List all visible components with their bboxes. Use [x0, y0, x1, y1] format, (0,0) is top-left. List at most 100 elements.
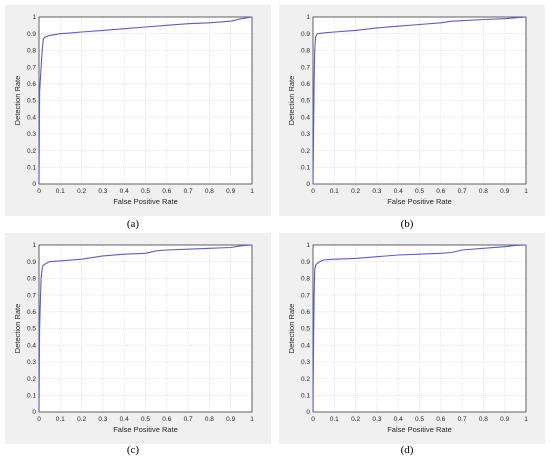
- y-tick-label: 0.5: [27, 98, 36, 105]
- y-tick-label: 1: [306, 14, 310, 21]
- x-tick-label: 0.7: [458, 188, 467, 195]
- y-tick-label: 0.2: [301, 148, 310, 155]
- y-tick-label: 0.8: [27, 48, 36, 55]
- x-tick-label: 0.5: [415, 188, 424, 195]
- x-tick-label: 0.6: [436, 416, 445, 423]
- x-tick-label: 0: [311, 416, 315, 423]
- y-tick-label: 0: [306, 409, 310, 416]
- y-tick-label: 0.8: [301, 276, 310, 283]
- x-tick-label: 0: [37, 416, 41, 423]
- x-tick-label: 0.7: [184, 188, 193, 195]
- y-tick-label: 0.4: [301, 114, 310, 121]
- y-tick-label: 0.4: [27, 114, 36, 121]
- x-axis-label: False Positive Rate: [387, 425, 452, 434]
- x-axis-label: False Positive Rate: [113, 425, 178, 434]
- y-tick-label: 0.4: [301, 342, 310, 349]
- y-tick-label: 0.7: [301, 292, 310, 299]
- y-tick-label: 0.2: [301, 376, 310, 383]
- x-tick-label: 0.7: [184, 416, 193, 423]
- y-tick-label: 1: [306, 242, 310, 249]
- x-tick-label: 0.2: [77, 188, 86, 195]
- x-tick-label: 0.2: [77, 416, 86, 423]
- x-tick-label: 1: [524, 416, 528, 423]
- y-tick-label: 0.2: [27, 376, 36, 383]
- y-tick-label: 0.7: [27, 64, 36, 71]
- y-tick-label: 0.9: [301, 31, 310, 38]
- caption-b: (b): [400, 218, 414, 230]
- x-tick-label: 0.3: [372, 188, 381, 195]
- x-tick-label: 0.5: [141, 188, 150, 195]
- x-tick-label: 0.5: [141, 416, 150, 423]
- y-tick-label: 0: [306, 181, 310, 188]
- y-axis-label: Detection Rate: [13, 304, 22, 354]
- roc-chart-c: 0 0.1 0.2 0.3 0.4 0.5 0.6 0.7 0.8 0.9 1 0 0.1 0.2 0.3 0…: [13, 242, 254, 434]
- caption-d: (d): [400, 444, 414, 456]
- x-tick-label: 0.3: [98, 416, 107, 423]
- y-tick-label: 0.9: [301, 259, 310, 266]
- x-tick-label: 0.6: [162, 188, 171, 195]
- x-tick-label: 1: [250, 188, 254, 195]
- caption-a: (a): [126, 218, 140, 230]
- y-tick-label: 0.9: [27, 31, 36, 38]
- x-tick-label: 0.8: [205, 188, 214, 195]
- chart-panel-c: 0 0.1 0.2 0.3 0.4 0.5 0.6 0.7 0.8 0.9 1 0 0.1 0.2 0.3 0…: [5, 233, 271, 444]
- y-tick-label: 0.1: [27, 393, 36, 400]
- axes-box: [38, 244, 253, 413]
- x-tick-label: 0.7: [458, 416, 467, 423]
- x-tick-label: 1: [250, 416, 254, 423]
- x-axis-label: False Positive Rate: [113, 197, 178, 206]
- y-tick-label: 1: [32, 14, 36, 21]
- y-tick-label: 0.5: [301, 98, 310, 105]
- y-tick-label: 0.1: [27, 165, 36, 172]
- x-tick-label: 0.4: [120, 188, 129, 195]
- x-tick-label: 0.4: [120, 416, 129, 423]
- x-tick-label: 0.1: [330, 416, 339, 423]
- x-tick-label: 0.3: [372, 416, 381, 423]
- y-tick-label: 0.6: [27, 81, 36, 88]
- chart-panel-b: 0 0.1 0.2 0.3 0.4 0.5 0.6 0.7 0.8 0.9 1 0 0.1 0.2 0.3 0…: [279, 5, 545, 216]
- y-tick-label: 0.8: [27, 276, 36, 283]
- y-tick-label: 0.6: [301, 309, 310, 316]
- x-axis-label: False Positive Rate: [387, 197, 452, 206]
- roc-curve-c: [38, 244, 253, 413]
- y-tick-label: 0.7: [301, 64, 310, 71]
- y-tick-label: 0.8: [301, 48, 310, 55]
- y-tick-label: 0.5: [301, 326, 310, 333]
- x-tick-label: 0.4: [394, 188, 403, 195]
- caption-c: (c): [126, 444, 140, 456]
- y-tick-label: 0.3: [27, 131, 36, 138]
- x-tick-label: 0: [37, 188, 41, 195]
- axes-box: [312, 16, 527, 185]
- y-axis-label: Detection Rate: [13, 76, 22, 126]
- y-tick-label: 0: [32, 181, 36, 188]
- y-tick-label: 0.3: [27, 359, 36, 366]
- x-tick-label: 0.6: [162, 416, 171, 423]
- y-tick-label: 0.3: [301, 359, 310, 366]
- roc-chart-a: 0 0.1 0.2 0.3 0.4 0.5 0.6 0.7 0.8 0.9 1 0 0.1 0.2 0.3 0…: [13, 14, 254, 206]
- x-tick-label: 0.8: [479, 416, 488, 423]
- x-tick-label: 0.1: [56, 416, 65, 423]
- roc-chart-d: 0 0.1 0.2 0.3 0.4 0.5 0.6 0.7 0.8 0.9 1 0 0.1 0.2 0.3 0…: [287, 242, 528, 434]
- x-tick-label: 0.4: [394, 416, 403, 423]
- x-tick-label: 0.8: [205, 416, 214, 423]
- y-tick-label: 0.1: [301, 165, 310, 172]
- y-tick-label: 0.1: [301, 393, 310, 400]
- chart-panel-d: 0 0.1 0.2 0.3 0.4 0.5 0.6 0.7 0.8 0.9 1 0 0.1 0.2 0.3 0…: [279, 233, 545, 444]
- x-tick-label: 0.2: [351, 188, 360, 195]
- x-tick-label: 0.9: [226, 188, 235, 195]
- x-tick-label: 0.5: [415, 416, 424, 423]
- roc-curve-a: [38, 16, 253, 185]
- axes-box: [312, 244, 527, 413]
- x-tick-label: 1: [524, 188, 528, 195]
- x-tick-label: 0: [311, 188, 315, 195]
- roc-curve-b: [312, 16, 527, 185]
- y-tick-label: 0.3: [301, 131, 310, 138]
- x-tick-label: 0.9: [226, 416, 235, 423]
- x-tick-label: 0.1: [56, 188, 65, 195]
- x-tick-label: 0.9: [500, 416, 509, 423]
- roc-chart-b: 0 0.1 0.2 0.3 0.4 0.5 0.6 0.7 0.8 0.9 1 0 0.1 0.2 0.3 0…: [287, 14, 528, 206]
- x-tick-label: 0.8: [479, 188, 488, 195]
- chart-panel-a: 0 0.1 0.2 0.3 0.4 0.5 0.6 0.7 0.8 0.9 1 0 0.1 0.2 0.3 0…: [5, 5, 271, 216]
- x-tick-label: 0.2: [351, 416, 360, 423]
- y-axis-label: Detection Rate: [287, 76, 296, 126]
